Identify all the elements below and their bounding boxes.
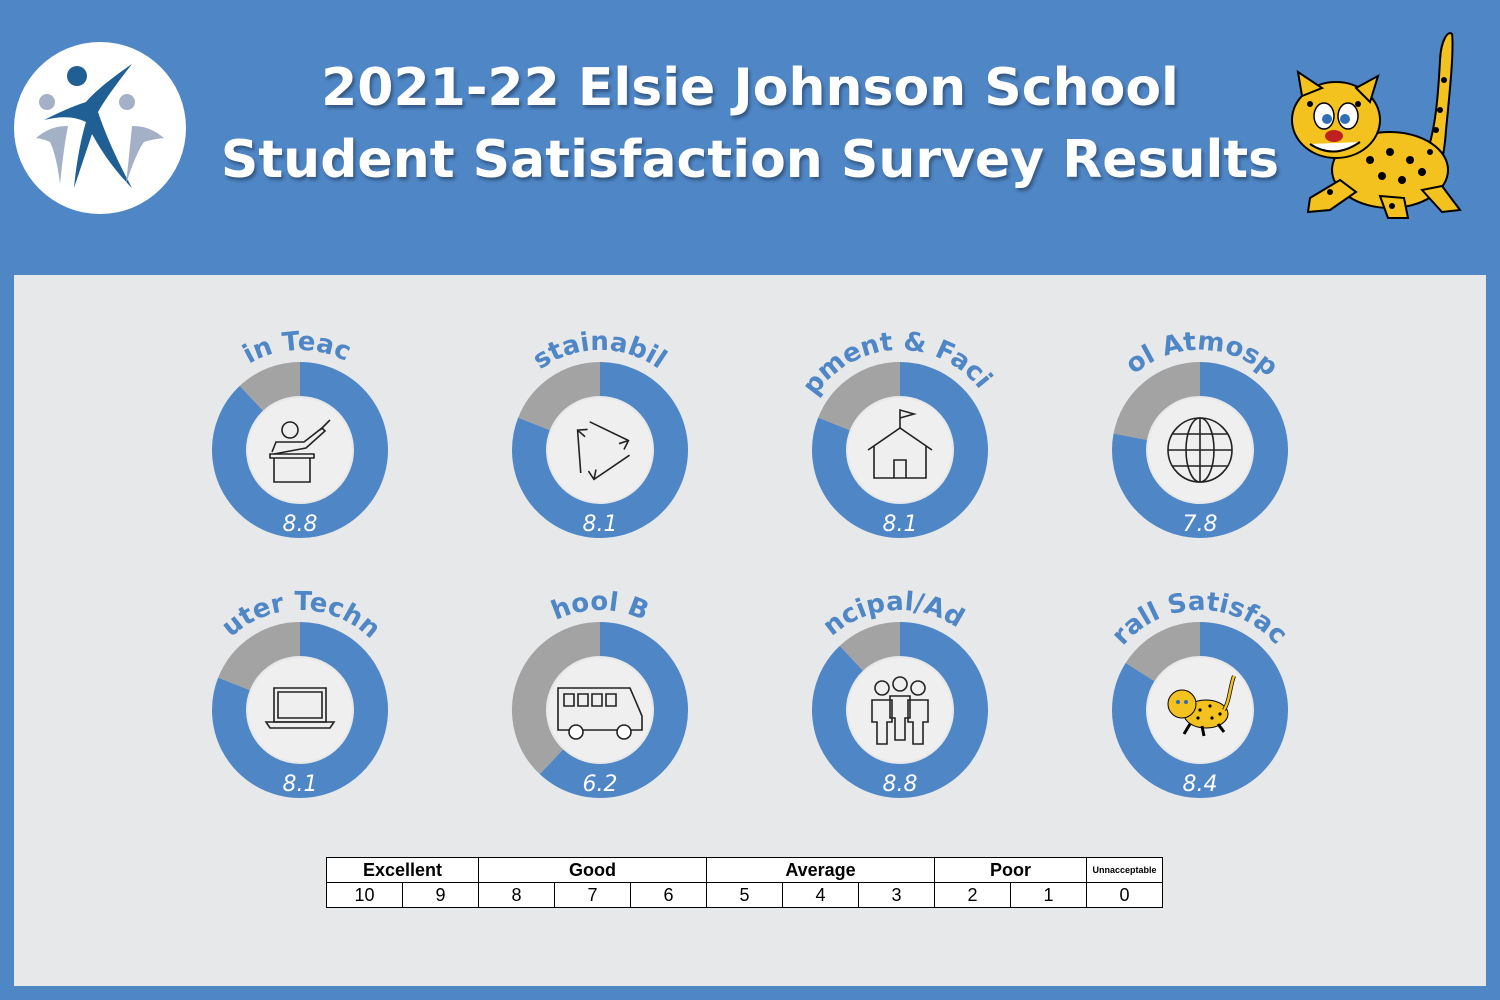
donut-category-label: Equipment & Facilities [0,0,998,401]
donut-remainder-arc [1125,622,1201,682]
scale-category-good: Good [478,857,707,883]
scale-number: 9 [402,882,479,908]
donut-center [848,658,952,762]
donut-score-arc [212,622,388,798]
donut-category-label: Sustainability [0,0,672,376]
leopard-icon [1167,675,1236,737]
scale-number: 0 [1086,882,1163,908]
people-logo-icon [36,64,164,188]
donut-category-label: School Atmosphere [0,0,1283,383]
laptop-icon [264,687,336,729]
title-line-2: Student Satisfaction Survey Results [220,130,1280,190]
donut-center [248,398,352,502]
scale-number: 4 [782,882,859,908]
donut-score-arc [539,622,688,798]
donut-score-arc [812,622,988,798]
scale-number: 1 [1010,882,1087,908]
recycle-icon [576,421,630,481]
donut-center [248,658,352,762]
donut-category-label: Main Teacher [0,0,355,370]
donut-chart: 8.8 Main Teacher [0,0,388,538]
title-line-1: 2021-22 Elsie Johnson School [321,58,1179,118]
schoolhouse-icon [867,408,933,479]
scale-category-unacceptable: Unnacceptable [1086,857,1163,883]
donut-remainder-arc [239,362,301,412]
donut-value-label: 8.4 [1183,772,1218,797]
scale-number: 2 [934,882,1011,908]
scale-number: 8 [478,882,555,908]
donut-remainder-arc [518,362,601,431]
donut-remainder-arc [218,622,301,691]
donut-center [548,398,652,502]
scale-number: 6 [630,882,707,908]
people-icon [871,676,929,745]
rating-scale: Excellent Good Average Poor Unnacceptabl… [326,857,1163,908]
scale-number: 10 [326,882,403,908]
donut-value-label: 7.8 [1183,512,1218,537]
donut-score-arc [812,362,988,538]
page-title: 2021-22 Elsie Johnson School Student Sat… [200,52,1300,196]
donut-category-label: Overall Satisfaction [0,0,1293,651]
logo [14,42,186,214]
scale-category-excellent: Excellent [326,857,479,883]
donut-remainder-arc [512,622,601,775]
donut-remainder-arc [818,362,901,431]
donut-value-label: 8.1 [583,512,618,537]
donut-value-label: 8.8 [883,772,918,797]
donut-chart: 8.1 Equipment & Facilities [0,0,998,538]
leopard-mascot-icon [1270,20,1480,235]
donut-score-arc [1112,362,1288,538]
scale-category-poor: Poor [934,857,1087,883]
donut-category-label: Computer Technology [0,0,386,645]
donut-score-arc [212,362,388,538]
scale-number: 3 [858,882,935,908]
scale-number: 7 [554,882,631,908]
globe-icon [1167,417,1233,483]
scale-number: 5 [706,882,783,908]
scale-category-average: Average [706,857,935,883]
header: 2021-22 Elsie Johnson School Student Sat… [0,0,1500,275]
donut-value-label: 8.1 [883,512,918,537]
donut-score-arc [512,362,688,538]
donut-center [548,658,652,762]
bus-icon [557,687,643,740]
donut-value-label: 8.8 [283,512,318,537]
donut-score-arc [1112,622,1288,798]
donut-value-label: 6.2 [583,772,618,797]
donut-value-label: 8.1 [283,772,318,797]
teacher-icon [269,419,331,483]
donut-remainder-arc [1113,362,1201,441]
donut-remainder-arc [839,622,901,672]
donut-category-label: Principal/Admin [0,0,969,642]
donut-chart: 8.8Principal/Admin [0,0,988,798]
